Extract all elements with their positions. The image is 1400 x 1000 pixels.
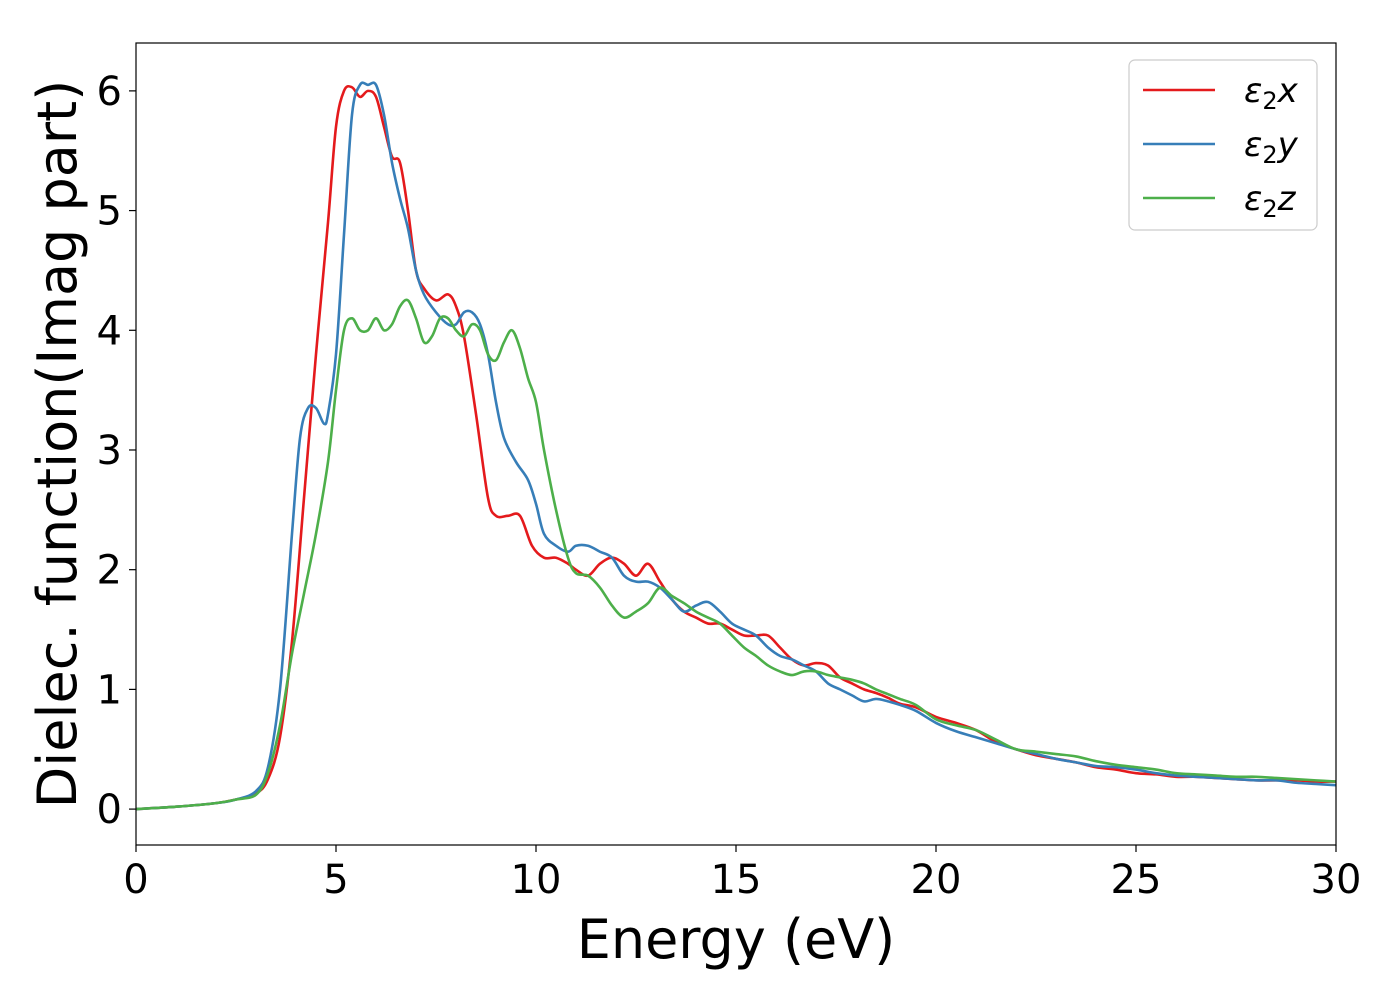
legend-label-z: ε2z [1244,179,1297,223]
x-axis-ticks: 0 5 10 15 20 25 30 [123,845,1361,903]
y-tick-label: 1 [97,667,122,713]
y-axis-ticks: 0 1 2 3 4 5 6 [97,69,136,833]
x-tick-label: 20 [911,857,962,903]
x-tick-label: 10 [511,857,562,903]
legend-label-x: ε2x [1244,71,1299,115]
y-axis-label: Dielec. function(Imag part) [26,80,89,809]
y-tick-label: 4 [97,308,122,354]
legend-box [1128,59,1318,231]
x-tick-label: 30 [1311,857,1362,903]
x-tick-label: 5 [323,857,348,903]
x-tick-label: 0 [123,857,148,903]
y-tick-label: 5 [97,189,122,235]
legend: ε2x ε2y ε2z [1128,59,1318,231]
y-tick-label: 6 [97,69,122,115]
x-axis-label: Energy (eV) [577,908,896,971]
legend-label-y: ε2y [1244,125,1299,169]
series-line-y [136,81,1336,811]
y-tick-label: 3 [97,428,122,474]
series-line-z [136,298,1336,811]
x-tick-label: 25 [1111,857,1162,903]
x-tick-label: 15 [711,857,762,903]
series-lines [136,81,1336,811]
y-tick-label: 2 [97,548,122,594]
y-tick-label: 0 [97,787,122,833]
